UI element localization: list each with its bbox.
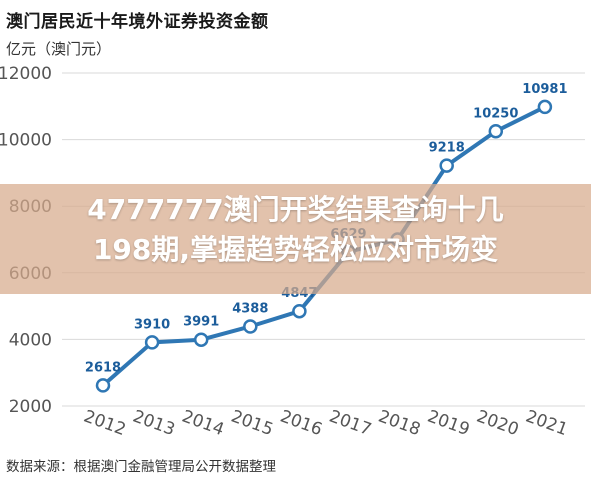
data-point: [488, 124, 504, 139]
data-point: [537, 99, 553, 115]
x-tick-label: 2020: [474, 407, 521, 441]
x-tick-label: 2015: [228, 407, 275, 441]
data-label: 9218: [429, 141, 465, 156]
data-point: [193, 332, 209, 347]
x-tick-label: 2012: [81, 407, 128, 441]
y-axis-unit: 亿元（澳门元）: [6, 40, 112, 58]
x-tick-label: 2017: [326, 407, 373, 441]
watermark-line-2: 198期,掌握趋势轻松应对市场变: [92, 233, 499, 266]
watermark-text: 4777777澳门开奖结果查询十几 198期,掌握趋势轻松应对市场变: [0, 190, 591, 270]
x-tick-label: 2016: [277, 407, 324, 441]
y-tick-label: 2000: [9, 397, 52, 417]
data-label: 10250: [473, 106, 518, 121]
chart-title: 澳门居民近十年境外证券投资金额: [6, 12, 269, 32]
watermark-banner: [0, 184, 591, 294]
data-point: [144, 335, 160, 350]
x-tick-label: 2021: [523, 407, 570, 441]
data-label: 3910: [134, 317, 170, 332]
x-tick-label: 2018: [376, 407, 423, 441]
data-source: 数据来源：根据澳门金融管理局公开数据整理: [6, 459, 276, 475]
x-tick-label: 2014: [179, 407, 226, 441]
y-tick-label: 12000: [0, 64, 52, 84]
data-label: 10981: [522, 82, 567, 97]
data-label: 3991: [183, 315, 219, 330]
x-tick-label: 2019: [425, 407, 472, 441]
data-label: 4388: [232, 301, 268, 316]
y-tick-label: 10000: [0, 131, 52, 151]
watermark-line-1: 4777777澳门开奖结果查询十几: [87, 193, 504, 226]
y-tick-label: 4000: [9, 330, 52, 350]
data-label: 2618: [85, 360, 121, 375]
data-point: [439, 158, 454, 173]
data-point: [243, 319, 258, 334]
data-point: [95, 378, 111, 393]
data-point: [292, 303, 307, 319]
x-tick-label: 2013: [130, 407, 177, 441]
